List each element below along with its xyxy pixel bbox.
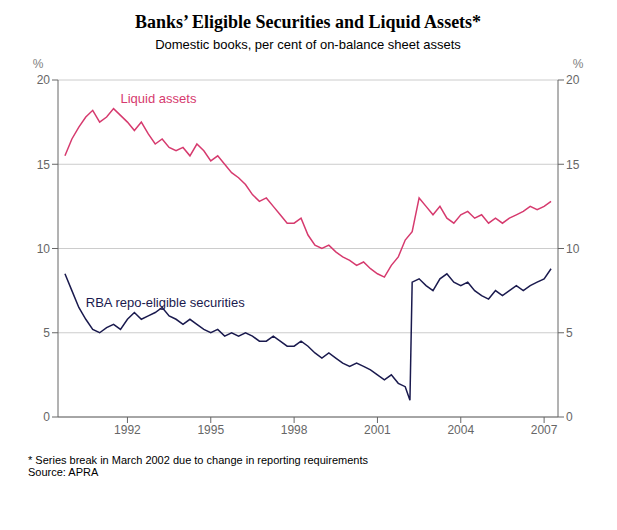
svg-text:%: % — [33, 57, 44, 71]
svg-text:2004: 2004 — [447, 423, 474, 437]
svg-text:2007: 2007 — [531, 423, 558, 437]
svg-text:10: 10 — [566, 242, 580, 256]
svg-text:0: 0 — [43, 410, 50, 424]
svg-text:20: 20 — [37, 73, 51, 87]
svg-text:15: 15 — [566, 158, 580, 172]
svg-text:0: 0 — [566, 410, 573, 424]
svg-text:20: 20 — [566, 73, 580, 87]
svg-text:1992: 1992 — [114, 423, 141, 437]
html-text:* Series break in March 2002 d: * Series break in March 2002 due to chan… — [28, 454, 368, 478]
svg-text:%: % — [573, 57, 584, 71]
svg-text:Liquid assets: Liquid assets — [121, 91, 197, 106]
svg-text:5: 5 — [566, 326, 573, 340]
svg-text:15: 15 — [37, 158, 51, 172]
svg-text:2001: 2001 — [364, 423, 391, 437]
svg-text:RBA repo-eligible securities: RBA repo-eligible securities — [86, 295, 245, 310]
svg-text:1998: 1998 — [281, 423, 308, 437]
svg-text:1995: 1995 — [197, 423, 224, 437]
svg-text:5: 5 — [43, 326, 50, 340]
svg-text:10: 10 — [37, 242, 51, 256]
html-text:Banks’ Eligible Securities and: Banks’ Eligible Securities and Liquid As… — [134, 12, 482, 32]
html-text:Domestic books, per cent of on: Domestic books, per cent of on-balance s… — [155, 37, 461, 52]
